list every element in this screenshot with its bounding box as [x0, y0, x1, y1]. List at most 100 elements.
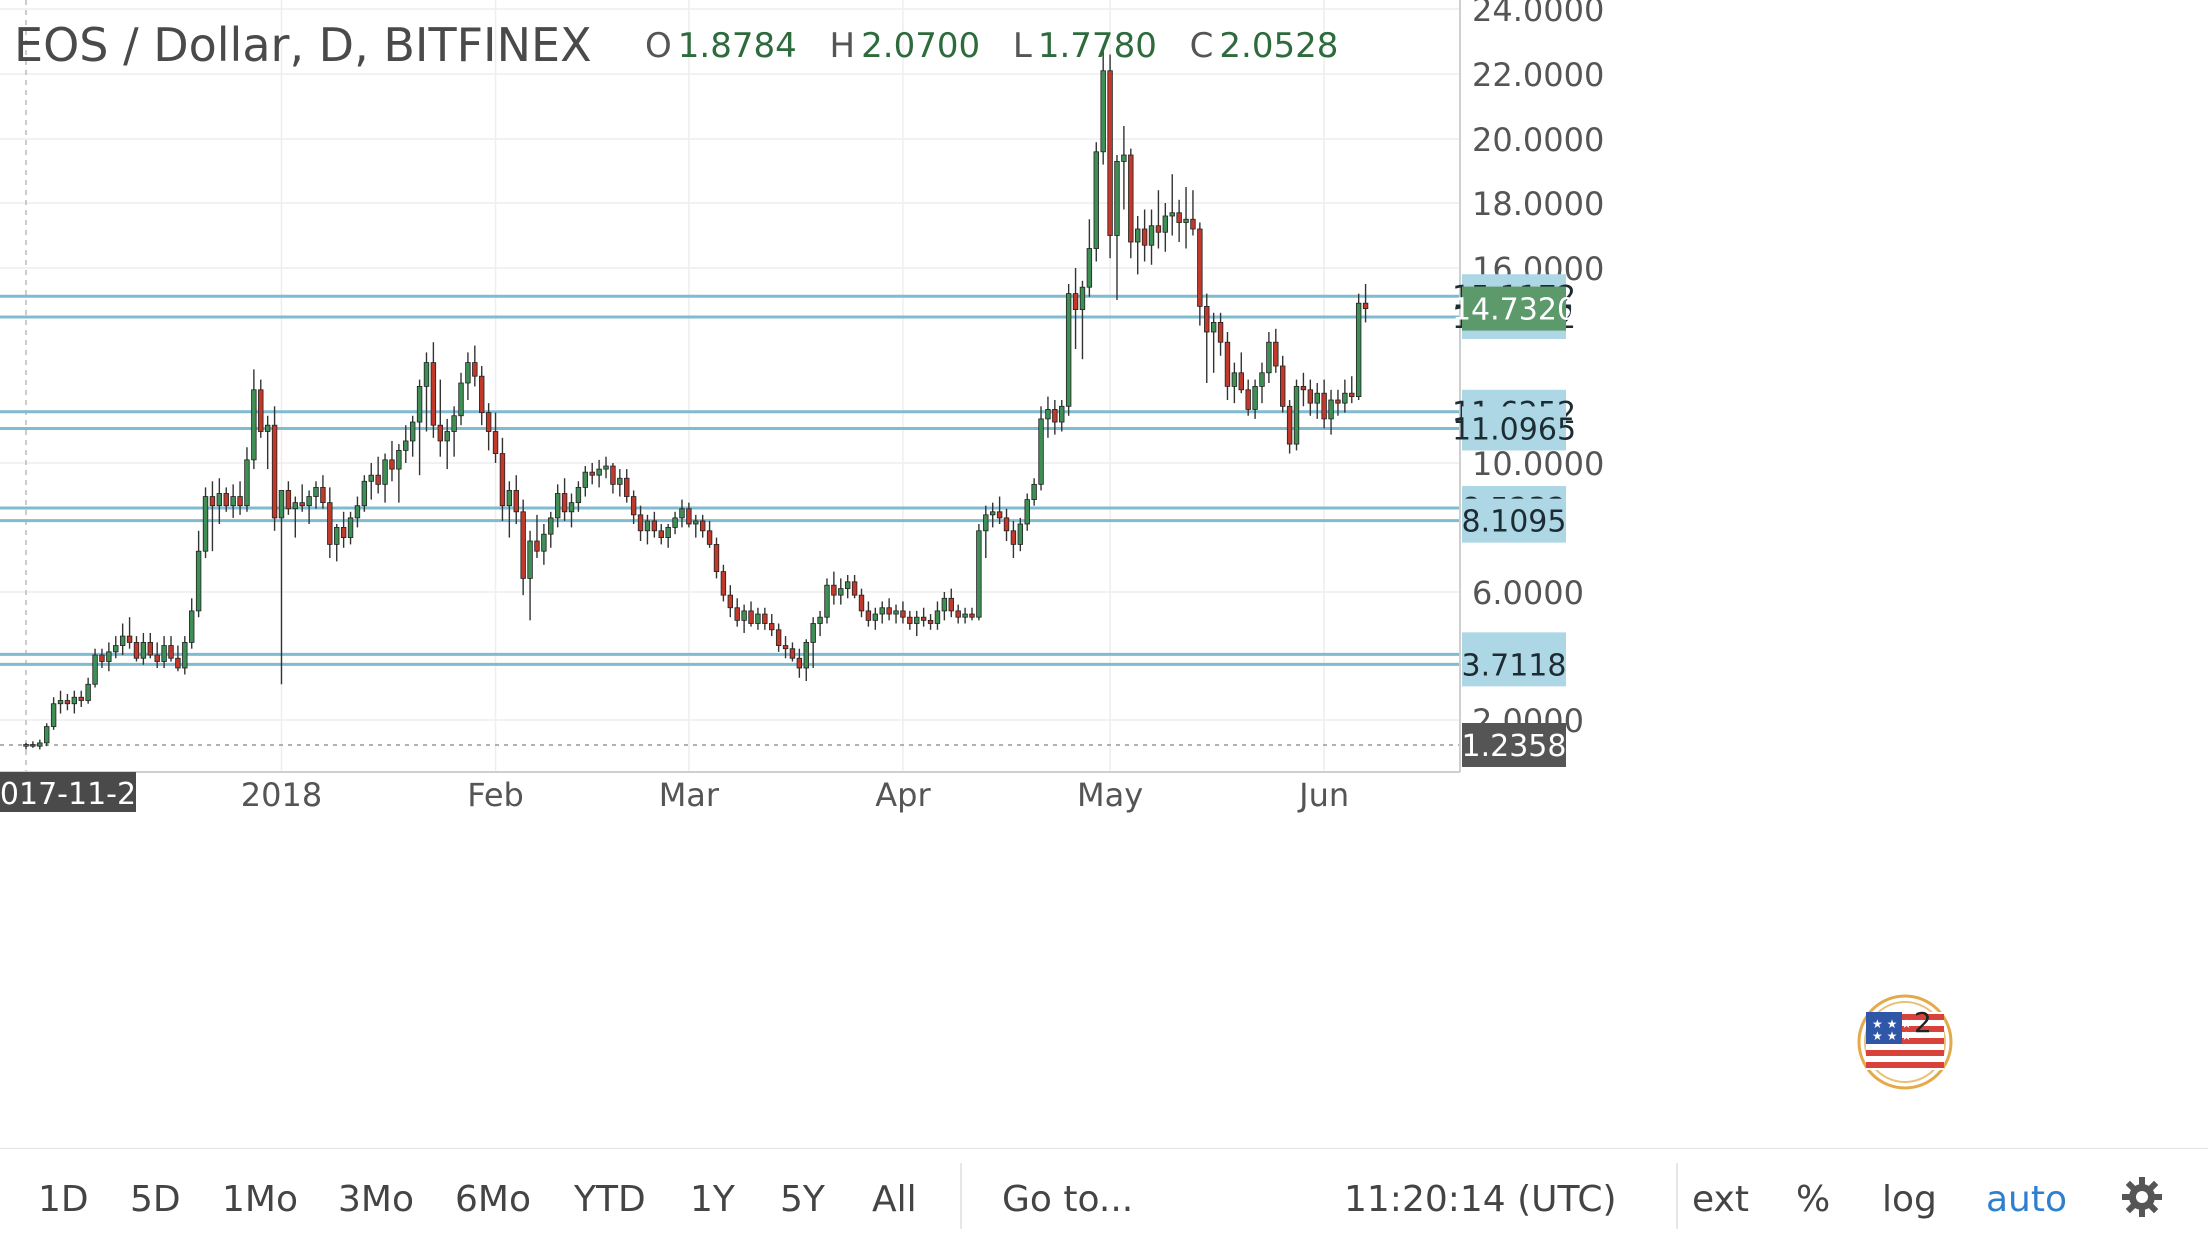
candle — [182, 636, 188, 675]
candle-body — [1314, 392, 1320, 404]
horizontal-levels — [0, 294, 1460, 666]
candle — [1259, 362, 1265, 404]
candle-body — [672, 517, 678, 528]
candle — [775, 623, 782, 652]
candle-body — [699, 520, 706, 532]
candle — [1141, 209, 1148, 262]
candle — [1010, 520, 1017, 558]
go-to-date-button[interactable]: Go to... — [1002, 1179, 1134, 1220]
candle-body — [644, 520, 651, 532]
candle-body — [37, 742, 43, 747]
candle — [416, 379, 423, 476]
candle-body — [195, 550, 202, 612]
candle — [644, 514, 651, 545]
candle-body — [541, 533, 547, 552]
candle-body — [1300, 385, 1307, 391]
candle-body — [1362, 302, 1369, 310]
candle — [1003, 508, 1010, 541]
candle-body — [147, 642, 153, 656]
candle-body — [251, 389, 257, 461]
candle — [1086, 219, 1093, 297]
candle-body — [99, 654, 105, 662]
level-price-label-bg — [1462, 642, 1566, 687]
candle — [347, 511, 354, 545]
candle — [479, 366, 485, 426]
flag-icon: ★ ★ ★ ★ ★ ★ — [1857, 994, 1953, 1090]
candle-body — [1135, 228, 1141, 243]
candle-body — [1183, 218, 1189, 223]
candle — [168, 636, 174, 662]
candle-body — [962, 613, 968, 618]
range-3mo-button[interactable]: 3Mo — [338, 1179, 414, 1220]
candle-body — [1231, 372, 1238, 387]
candle — [741, 604, 747, 633]
candle-body — [1093, 151, 1099, 249]
range-5d-button[interactable]: 5D — [130, 1179, 181, 1220]
candle-body — [1059, 405, 1065, 423]
gear-icon[interactable] — [2120, 1175, 2164, 1219]
candle — [126, 617, 133, 649]
candle-body — [603, 465, 609, 470]
candle-body — [630, 496, 637, 516]
candle — [361, 475, 368, 512]
candle — [886, 598, 892, 621]
range-5y-button[interactable]: 5Y — [780, 1179, 825, 1220]
auto-scale-toggle[interactable]: auto — [1986, 1179, 2068, 1220]
candle-body — [479, 375, 485, 414]
candle-body — [430, 362, 437, 426]
candle-body — [831, 584, 837, 596]
candle-body — [1086, 248, 1093, 288]
candle-body — [1321, 392, 1327, 420]
candle — [1017, 517, 1024, 552]
range-1d-button[interactable]: 1D — [38, 1179, 89, 1220]
candle — [1252, 379, 1258, 419]
candle-body — [92, 654, 98, 685]
candle — [161, 636, 167, 668]
log-scale-toggle[interactable]: log — [1882, 1179, 1937, 1220]
candle-body — [1210, 321, 1217, 333]
candle-body — [665, 527, 671, 539]
candle-body — [610, 465, 616, 485]
candle — [1183, 187, 1189, 249]
events-badge[interactable]: ★ ★ ★ ★ ★ ★ 2 — [1857, 994, 1953, 1090]
candle — [492, 412, 499, 463]
y-tick-label: 6.0000 — [1472, 574, 1584, 612]
candle-body — [796, 657, 803, 669]
range-6mo-button[interactable]: 6Mo — [455, 1179, 531, 1220]
candle-body — [285, 490, 292, 510]
candle-body — [347, 517, 354, 539]
candle — [879, 601, 885, 624]
x-tick-label: Apr — [875, 776, 931, 814]
candle — [1031, 478, 1037, 506]
candle — [651, 511, 658, 538]
candle-body — [1100, 70, 1106, 153]
candle — [1176, 199, 1182, 242]
extended-hours-toggle[interactable]: ext — [1692, 1179, 1749, 1220]
range-1mo-button[interactable]: 1Mo — [222, 1179, 298, 1220]
candle — [541, 524, 547, 565]
percent-scale-toggle[interactable]: % — [1796, 1179, 1831, 1220]
candle — [1238, 352, 1244, 394]
candle-body — [720, 571, 727, 596]
candle — [44, 723, 50, 747]
range-ytd-button[interactable]: YTD — [574, 1179, 646, 1220]
candle — [37, 739, 43, 750]
candle-body — [409, 421, 416, 442]
range-1y-button[interactable]: 1Y — [690, 1179, 735, 1220]
range-all-button[interactable]: All — [872, 1179, 917, 1220]
candle-body — [589, 471, 595, 476]
candle — [838, 578, 844, 605]
candle-body — [327, 502, 333, 545]
utc-clock[interactable]: 11:20:14 (UTC) — [1344, 1179, 1617, 1220]
candle — [1135, 216, 1141, 275]
candle-body — [582, 471, 589, 488]
candle-body — [1141, 228, 1148, 246]
candle — [548, 511, 554, 548]
candle-body — [216, 493, 223, 507]
candle — [244, 447, 250, 512]
candle — [78, 690, 84, 707]
candle — [762, 607, 768, 630]
candle-body — [706, 530, 713, 545]
candle-body — [554, 493, 561, 519]
